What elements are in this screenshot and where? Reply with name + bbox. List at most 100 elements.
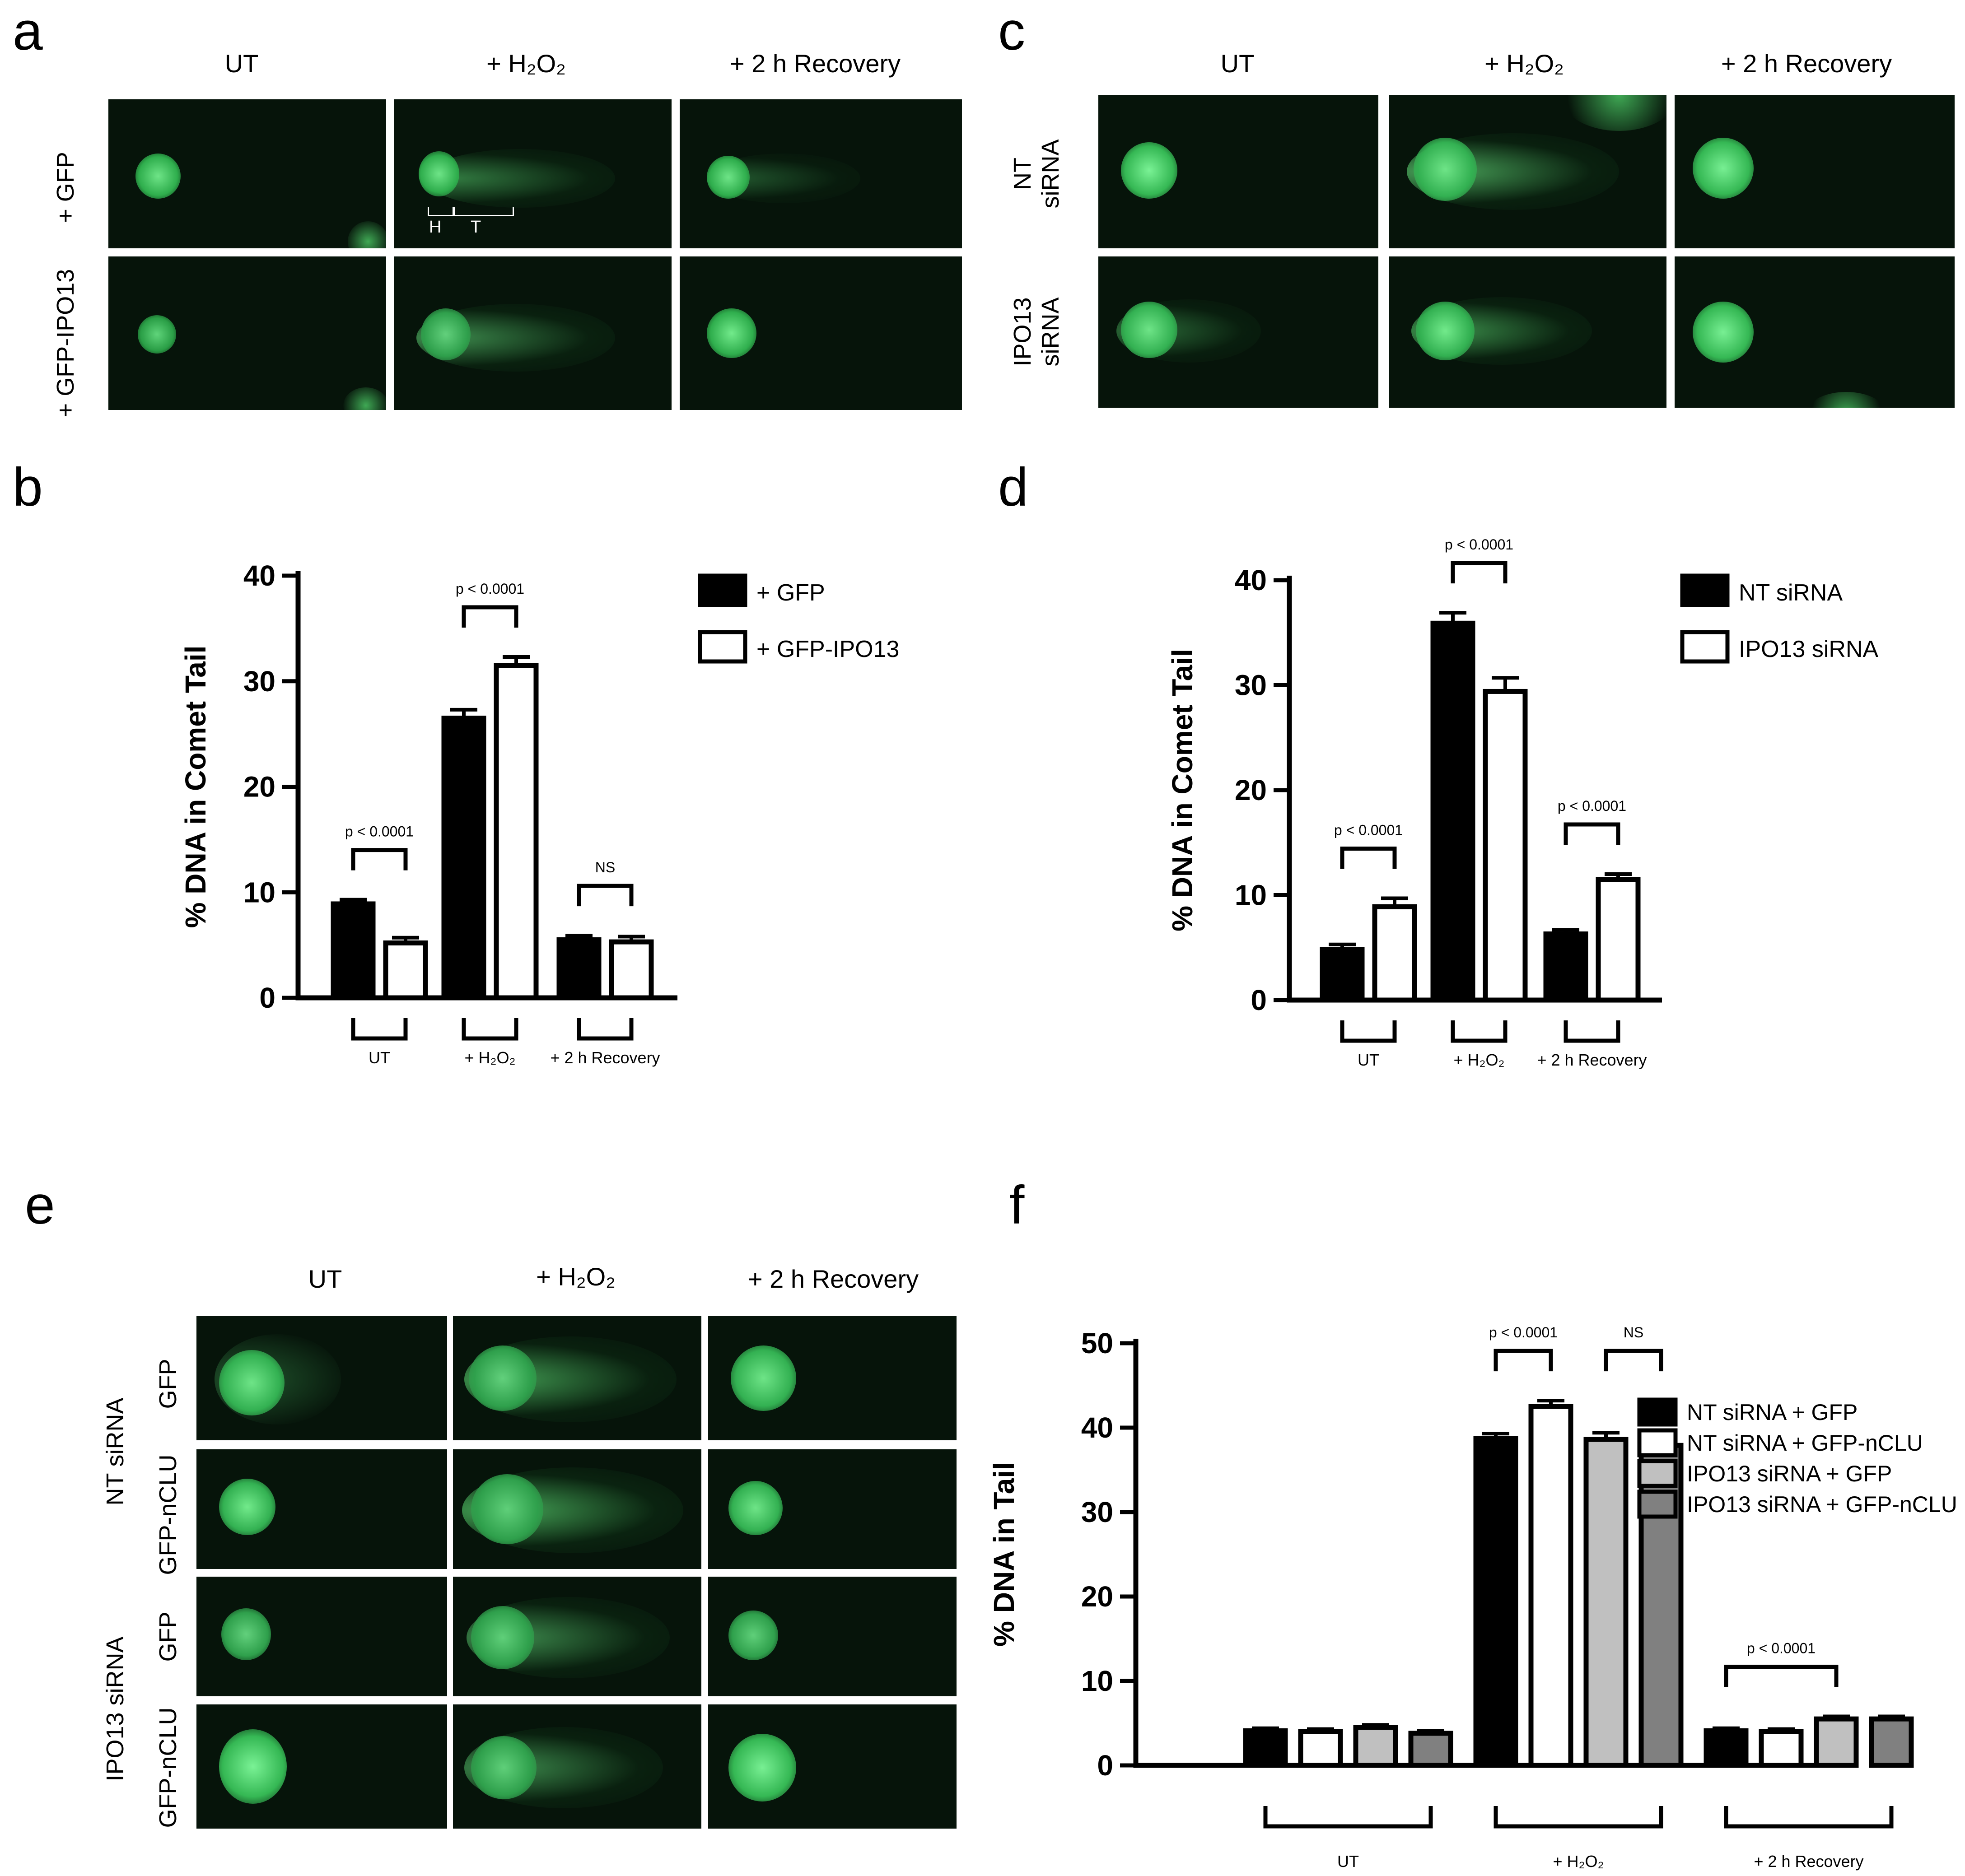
comparison-bracket: [1724, 1665, 1839, 1687]
x-tick-label: + 2 h Recovery: [1537, 1051, 1647, 1069]
bar: [1353, 1725, 1398, 1768]
bar: [1543, 931, 1588, 1003]
x-tick-label: + H₂O₂: [1553, 1852, 1604, 1871]
panel-a-image: [680, 99, 962, 248]
y-tick-label: 50: [1081, 1327, 1113, 1359]
panel-e-image: [453, 1316, 701, 1440]
comparison-bracket: [1451, 561, 1508, 584]
panel-a-col-h2o2: + H₂O₂: [486, 49, 566, 78]
bar: [609, 939, 654, 1001]
panel-e-image: [708, 1316, 957, 1440]
x-tick-label: UT: [1358, 1051, 1379, 1069]
bar: [1320, 947, 1365, 1003]
legend-label: NT siRNA + GFP-nCLU: [1687, 1430, 1923, 1456]
panel-c-image: [1389, 95, 1666, 248]
legend-swatch: [1637, 1428, 1678, 1457]
panel-e-image: [196, 1449, 447, 1569]
panel-letter-d: d: [998, 457, 1028, 517]
panel-letter-b: b: [13, 457, 43, 517]
category-bracket: [1724, 1806, 1894, 1829]
panel-e-image: [196, 1577, 447, 1696]
category-bracket: [1340, 1020, 1397, 1043]
legend-label: IPO13 siRNA + GFP: [1687, 1461, 1892, 1486]
comparison-bracket: [1340, 846, 1397, 869]
comparison-label: p < 0.0001: [1334, 822, 1403, 838]
comparison-label: p < 0.0001: [345, 824, 414, 840]
panel-a-tail-label: T: [471, 218, 481, 237]
comparison-bracket: [351, 848, 408, 871]
y-tick-label: 30: [243, 665, 275, 698]
bar: [494, 663, 539, 1001]
legend-swatch: [1637, 1397, 1678, 1427]
bar: [1298, 1729, 1343, 1768]
bar: [1473, 1436, 1518, 1768]
bar: [1430, 620, 1475, 1003]
category-bracket: [577, 1018, 634, 1041]
panel-c-image: [1389, 256, 1666, 408]
bar: [1243, 1728, 1288, 1768]
category-bracket: [1451, 1020, 1508, 1043]
legend-swatch: [1637, 1490, 1678, 1519]
legend-swatch: [698, 630, 747, 664]
x-tick-label: UT: [369, 1048, 390, 1067]
bar: [441, 716, 486, 1001]
bar: [1704, 1728, 1749, 1768]
comparison-label: p < 0.0001: [1445, 536, 1513, 553]
legend-swatch: [1680, 630, 1730, 664]
panel-c-image: [1675, 95, 1955, 248]
panel-e-image: [708, 1577, 957, 1696]
panel-e-col-recovery: + 2 h Recovery: [747, 1265, 919, 1293]
y-tick-label: 0: [1097, 1749, 1113, 1782]
bar: [1596, 877, 1641, 1003]
x-tick-label: UT: [1337, 1852, 1359, 1871]
x-tick-label: + 2 h Recovery: [1754, 1852, 1863, 1871]
panel-c-col-recovery: + 2 h Recovery: [1721, 49, 1892, 78]
panel-a-col-ut: UT: [224, 49, 259, 78]
panel-a-image: [680, 256, 962, 410]
y-tick-label: 10: [1235, 879, 1267, 912]
legend-label: NT siRNA: [1739, 580, 1843, 606]
legend-label: IPO13 siRNA + GFP-nCLU: [1687, 1492, 1957, 1517]
comparison-label: p < 0.0001: [1747, 1640, 1816, 1657]
panel-e-image: [708, 1449, 957, 1569]
panel-letter-e: e: [25, 1175, 55, 1235]
category-bracket: [1263, 1806, 1433, 1829]
category-bracket: [1564, 1020, 1620, 1043]
panel-c-image: [1098, 256, 1378, 408]
bar: [1814, 1716, 1859, 1768]
bar: [1408, 1731, 1453, 1768]
panel-e-image: [708, 1704, 957, 1829]
y-axis-label: % DNA in Comet Tail: [1166, 649, 1199, 931]
panel-e-image: [453, 1577, 701, 1696]
legend-swatch: [1680, 573, 1730, 607]
y-tick-label: 10: [243, 876, 275, 908]
bar: [1759, 1729, 1804, 1768]
comparison-bracket: [1564, 822, 1620, 845]
comparison-label: p < 0.0001: [1489, 1324, 1558, 1341]
panel-a-col-recovery: + 2 h Recovery: [729, 49, 901, 78]
y-axis-label: % DNA in Tail: [988, 1462, 1020, 1647]
y-tick-label: 20: [243, 771, 275, 803]
y-tick-label: 20: [1081, 1580, 1113, 1613]
panel-c-image: [1675, 256, 1955, 408]
bar: [556, 937, 602, 1001]
category-bracket: [1494, 1806, 1663, 1829]
panel-letter-c: c: [998, 1, 1025, 61]
category-bracket: [351, 1018, 408, 1041]
panel-e-col-h2o2: + H₂O₂: [536, 1262, 616, 1291]
panel-c-col-ut: UT: [1220, 49, 1255, 78]
y-tick-label: 0: [259, 982, 275, 1014]
legend-label: + GFP: [756, 580, 825, 606]
y-tick-label: 20: [1235, 774, 1267, 806]
x-tick-label: + H₂O₂: [465, 1048, 516, 1067]
comparison-bracket: [577, 884, 634, 907]
bar: [383, 940, 428, 1001]
bar: [1583, 1437, 1629, 1768]
panel-e-col-ut: UT: [308, 1265, 342, 1293]
legend-label: IPO13 siRNA: [1739, 636, 1879, 662]
x-tick-label: + H₂O₂: [1454, 1051, 1505, 1069]
panel-letter-a: a: [13, 1, 43, 61]
panel-e-image: [196, 1316, 447, 1440]
category-bracket: [462, 1018, 518, 1041]
